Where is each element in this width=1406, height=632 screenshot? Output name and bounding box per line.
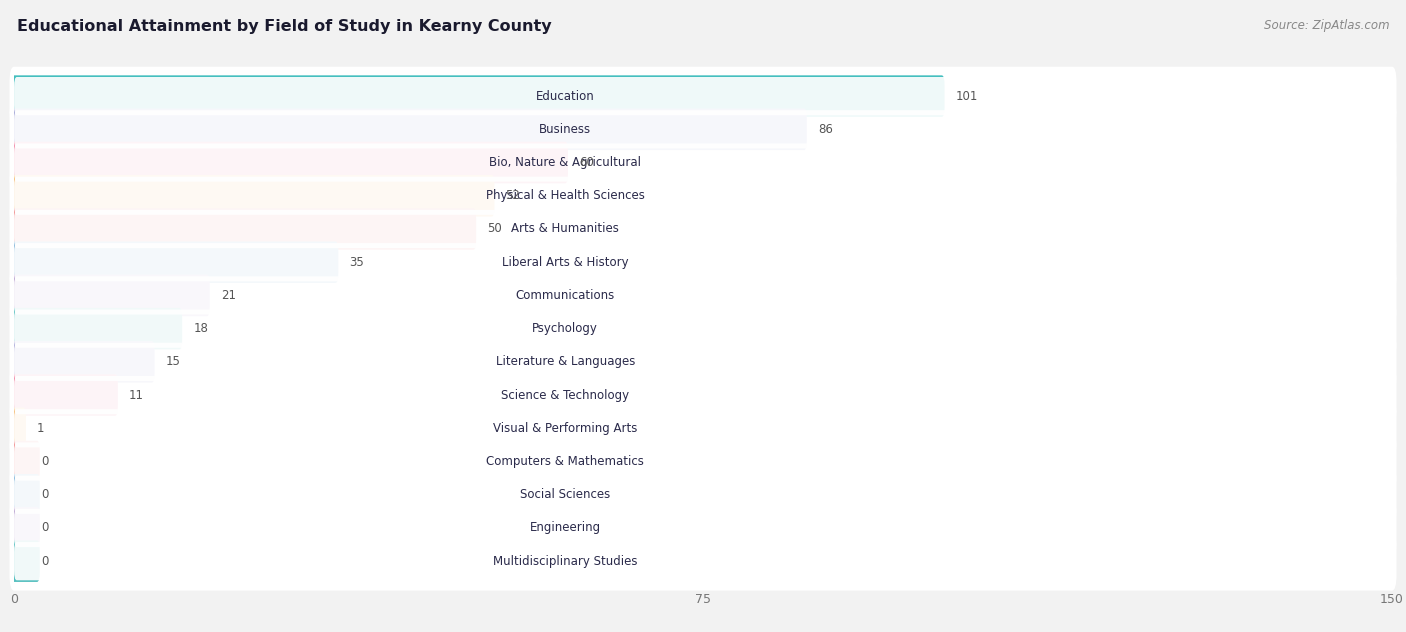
FancyBboxPatch shape	[14, 243, 1116, 281]
Text: Computers & Mathematics: Computers & Mathematics	[486, 455, 644, 468]
FancyBboxPatch shape	[10, 532, 1396, 590]
FancyBboxPatch shape	[11, 75, 945, 117]
Text: Social Sciences: Social Sciences	[520, 489, 610, 501]
Text: Multidisciplinary Studies: Multidisciplinary Studies	[494, 555, 637, 568]
Text: 15: 15	[166, 355, 180, 368]
FancyBboxPatch shape	[10, 166, 1396, 225]
FancyBboxPatch shape	[10, 332, 1396, 391]
FancyBboxPatch shape	[10, 299, 1396, 358]
FancyBboxPatch shape	[10, 266, 1396, 325]
FancyBboxPatch shape	[11, 275, 209, 316]
FancyBboxPatch shape	[11, 374, 118, 416]
FancyBboxPatch shape	[11, 441, 39, 482]
FancyBboxPatch shape	[14, 110, 1116, 149]
FancyBboxPatch shape	[11, 341, 155, 382]
FancyBboxPatch shape	[10, 67, 1396, 126]
Text: 0: 0	[42, 521, 49, 535]
Text: 11: 11	[129, 389, 143, 401]
FancyBboxPatch shape	[10, 366, 1396, 425]
Text: Science & Technology: Science & Technology	[501, 389, 630, 401]
FancyBboxPatch shape	[11, 208, 477, 250]
FancyBboxPatch shape	[14, 143, 1116, 181]
Text: 50: 50	[486, 222, 502, 236]
FancyBboxPatch shape	[14, 376, 1116, 414]
FancyBboxPatch shape	[14, 77, 1116, 115]
Text: Literature & Languages: Literature & Languages	[495, 355, 636, 368]
Text: 86: 86	[818, 123, 832, 136]
Text: Communications: Communications	[516, 289, 614, 302]
Text: Business: Business	[538, 123, 592, 136]
Text: Arts & Humanities: Arts & Humanities	[512, 222, 619, 236]
Text: 0: 0	[42, 489, 49, 501]
Text: Visual & Performing Arts: Visual & Performing Arts	[494, 422, 637, 435]
Text: 1: 1	[37, 422, 45, 435]
Text: 101: 101	[956, 90, 979, 102]
FancyBboxPatch shape	[10, 233, 1396, 291]
Text: Bio, Nature & Agricultural: Bio, Nature & Agricultural	[489, 156, 641, 169]
Text: Education: Education	[536, 90, 595, 102]
Text: Liberal Arts & History: Liberal Arts & History	[502, 256, 628, 269]
FancyBboxPatch shape	[10, 133, 1396, 192]
Text: 60: 60	[579, 156, 593, 169]
FancyBboxPatch shape	[14, 409, 1116, 447]
FancyBboxPatch shape	[11, 408, 25, 449]
FancyBboxPatch shape	[11, 241, 339, 283]
FancyBboxPatch shape	[11, 540, 39, 582]
FancyBboxPatch shape	[10, 399, 1396, 458]
FancyBboxPatch shape	[14, 542, 1116, 580]
Text: 0: 0	[42, 455, 49, 468]
Text: 18: 18	[193, 322, 208, 335]
Text: 21: 21	[221, 289, 236, 302]
FancyBboxPatch shape	[14, 276, 1116, 315]
Text: Educational Attainment by Field of Study in Kearny County: Educational Attainment by Field of Study…	[17, 19, 551, 34]
FancyBboxPatch shape	[14, 177, 1116, 215]
FancyBboxPatch shape	[10, 100, 1396, 159]
Text: 0: 0	[42, 555, 49, 568]
FancyBboxPatch shape	[14, 343, 1116, 381]
FancyBboxPatch shape	[10, 432, 1396, 491]
FancyBboxPatch shape	[14, 310, 1116, 348]
FancyBboxPatch shape	[11, 507, 39, 549]
Text: Physical & Health Sciences: Physical & Health Sciences	[486, 189, 644, 202]
Text: Source: ZipAtlas.com: Source: ZipAtlas.com	[1264, 19, 1389, 32]
FancyBboxPatch shape	[11, 109, 807, 150]
Text: Engineering: Engineering	[530, 521, 600, 535]
FancyBboxPatch shape	[10, 465, 1396, 524]
FancyBboxPatch shape	[14, 476, 1116, 514]
FancyBboxPatch shape	[14, 509, 1116, 547]
Text: 35: 35	[349, 256, 364, 269]
Text: 52: 52	[506, 189, 520, 202]
Text: Psychology: Psychology	[533, 322, 598, 335]
FancyBboxPatch shape	[10, 499, 1396, 557]
FancyBboxPatch shape	[14, 210, 1116, 248]
FancyBboxPatch shape	[11, 175, 495, 217]
FancyBboxPatch shape	[11, 308, 183, 349]
FancyBboxPatch shape	[11, 474, 39, 516]
FancyBboxPatch shape	[11, 142, 568, 183]
FancyBboxPatch shape	[10, 200, 1396, 258]
FancyBboxPatch shape	[14, 442, 1116, 480]
